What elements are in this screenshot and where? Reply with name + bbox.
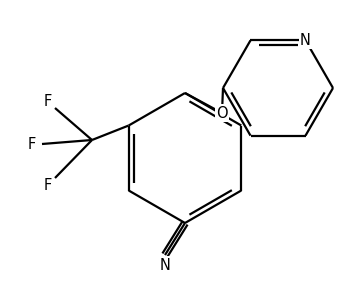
Text: F: F <box>43 94 52 109</box>
Text: N: N <box>160 258 170 273</box>
Text: F: F <box>44 178 52 193</box>
Text: F: F <box>28 137 36 152</box>
Text: O: O <box>216 106 228 121</box>
Text: N: N <box>300 33 311 48</box>
